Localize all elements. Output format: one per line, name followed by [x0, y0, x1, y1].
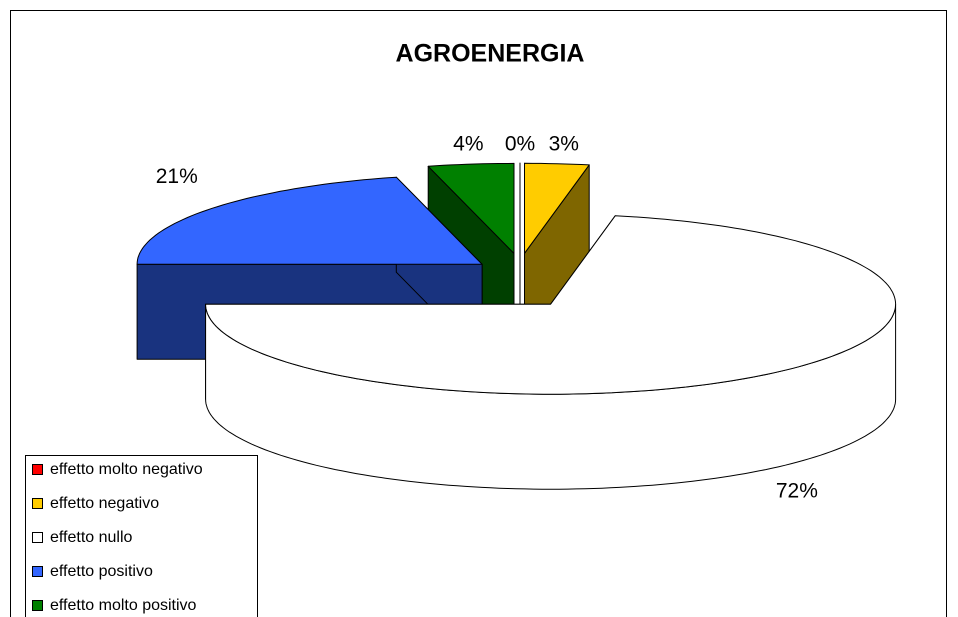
legend-swatch — [32, 532, 43, 543]
data-label: 4% — [453, 133, 483, 156]
legend-label: effetto molto negativo — [50, 461, 203, 478]
slice — [524, 162, 590, 254]
legend-label: effetto negativo — [50, 495, 159, 512]
legend-swatch — [32, 566, 43, 577]
data-label: 3% — [549, 133, 579, 156]
legend-swatch — [32, 498, 43, 509]
data-label: 0% — [505, 133, 535, 156]
slice — [205, 215, 897, 395]
data-label: 72% — [776, 479, 818, 502]
data-label: 21% — [156, 165, 198, 188]
legend-swatch — [32, 464, 43, 475]
legend-swatch — [32, 600, 43, 611]
slice — [136, 176, 483, 265]
legend-label: effetto positivo — [50, 563, 153, 580]
legend-box — [25, 455, 258, 617]
legend-label: effetto nullo — [50, 529, 133, 546]
slice — [427, 162, 515, 254]
chart-title: AGROENERGIA — [396, 40, 585, 68]
legend-label: effetto molto positivo — [50, 597, 197, 614]
